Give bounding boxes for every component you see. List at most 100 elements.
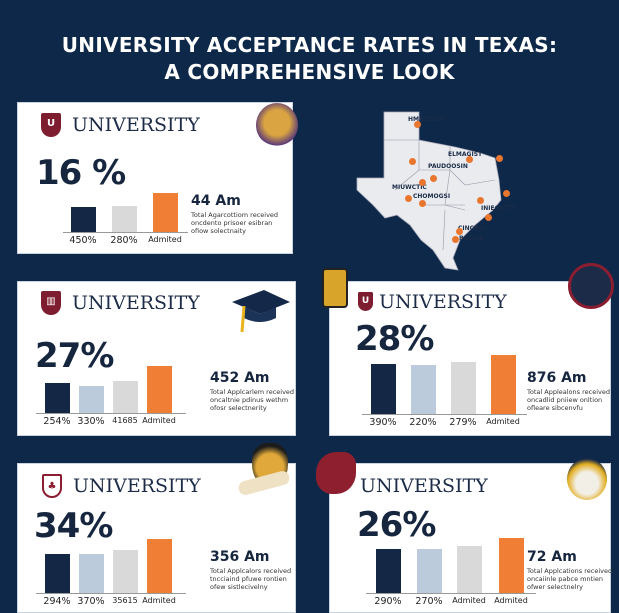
map-label: ELMAGIST <box>448 151 483 158</box>
graduation-cap-icon <box>232 290 290 333</box>
acceptance-rate: 26% <box>357 505 436 545</box>
map-label: CHOMOGSI <box>413 193 451 200</box>
description: Total Applcations received oncaiinle pabc… <box>527 567 617 591</box>
map-marker <box>405 195 412 202</box>
acceptance-rate: 16 % <box>36 153 126 193</box>
bar-3 <box>457 546 482 593</box>
bar-label: 280% <box>110 235 138 246</box>
map-marker <box>409 158 416 165</box>
desc-line: ofosr selectnerity <box>210 404 267 412</box>
bar-label: 35615 <box>112 596 138 605</box>
applications-value: 452 Am <box>210 370 270 386</box>
bar-3 <box>113 550 138 593</box>
applications-value: 876 Am <box>527 370 587 386</box>
acceptance-rate: 28% <box>355 319 434 359</box>
texas-map <box>356 111 502 271</box>
bar-label: 330% <box>77 416 105 427</box>
map-marker <box>477 197 484 204</box>
blonde-character-mascot-icon <box>567 458 607 500</box>
bar-2 <box>411 365 436 414</box>
bar-label: 254% <box>43 416 71 427</box>
university-name: UNIVERSITY <box>72 292 200 314</box>
bar-label: Admited <box>494 596 528 605</box>
chart-axis <box>36 593 186 594</box>
map-label: CINCRCI <box>458 225 486 232</box>
university-name: UNIVERSITY <box>73 475 201 497</box>
desc-line: Total Applcalors received <box>210 567 292 575</box>
map-marker <box>496 155 503 162</box>
bar-3 <box>113 381 138 413</box>
desc-line: Total Applcarlem received <box>210 388 295 396</box>
desc-line: ofwer selectnelry <box>527 583 583 591</box>
desc-line: oncaltnie pdinus wethm <box>210 396 289 404</box>
acceptance-rate: 27% <box>35 336 114 376</box>
bar-label: 390% <box>369 417 397 428</box>
desc-line: Total Applealons received <box>527 388 610 396</box>
applications-value: 72 Am <box>527 549 577 565</box>
map-label: INIEGSTTY <box>481 205 517 212</box>
bar-label: 270% <box>415 596 443 607</box>
desc-line: Total Agarcottiom received <box>191 211 279 219</box>
applications-value: 356 Am <box>210 549 270 565</box>
red-creature-mascot-icon <box>316 452 356 494</box>
bar-admitted <box>153 193 178 232</box>
chart-axis <box>36 413 186 414</box>
applications-value: 44 Am <box>191 193 241 209</box>
bar-label: 220% <box>409 417 437 428</box>
desc-line: oncaiinle pabce mntien <box>527 575 604 583</box>
description: Total Applcalors received tncciaind pfuwe… <box>210 567 300 591</box>
description: Total Applcarlem received oncaltnie pdinu… <box>210 388 300 412</box>
chart-axis <box>362 414 527 415</box>
bar-admitted <box>147 366 172 413</box>
bar-label: Admited <box>452 596 486 605</box>
bar-label: 279% <box>449 417 477 428</box>
bar-label: 41685 <box>112 416 138 425</box>
bar-label: Admited <box>486 417 520 426</box>
bar-admitted <box>499 538 524 593</box>
bar-label: Admited <box>148 235 182 244</box>
chart-axis <box>366 593 536 594</box>
university-card-3: U UNIVERSITY 28% 390% 220% 279% Admited … <box>329 281 611 436</box>
lion-mascot-icon <box>256 103 298 147</box>
map-label: HMAGDSIG <box>408 116 446 123</box>
map-marker <box>419 200 426 207</box>
bar-2 <box>79 554 104 593</box>
bar-1 <box>45 554 70 593</box>
chart-axis <box>63 232 188 233</box>
title-line-1: UNIVERSITY ACCEPTANCE RATES IN TEXAS: <box>61 33 558 57</box>
bar-label: Admited <box>142 416 176 425</box>
university-card-5: UNIVERSITY 26% 290% 270% Admited Admited… <box>329 463 612 613</box>
university-shield-logo: U <box>358 292 373 311</box>
description: Total Applealons received oncadlid pniiew… <box>527 388 617 412</box>
bar-label: Admited <box>142 596 176 605</box>
university-shield-logo: ▥ <box>41 291 61 315</box>
map-label: MIUWCTIC <box>392 184 427 191</box>
desc-line: oncdento prisoer esibran <box>191 219 273 227</box>
map-marker <box>503 190 510 197</box>
bar-label: 450% <box>69 235 97 246</box>
round-emblem-mascot-icon <box>568 263 614 309</box>
university-name: UNIVERSITY <box>360 475 488 497</box>
desc-line: ofew sistlecivelny <box>210 583 268 591</box>
bar-label: 290% <box>374 596 402 607</box>
bar-1 <box>71 207 96 232</box>
bar-admitted <box>491 355 516 414</box>
university-name: UNIVERSITY <box>379 291 507 313</box>
texas-shape <box>356 111 502 271</box>
bar-label: 370% <box>77 596 105 607</box>
desc-line: tncciaind pfuwe rontien <box>210 575 287 583</box>
map-marker <box>485 214 492 221</box>
description: Total Agarcottiom received oncdento priso… <box>191 211 281 235</box>
map-marker <box>414 121 421 128</box>
university-shield-logo: U <box>41 113 61 137</box>
map-marker <box>452 236 459 243</box>
desc-line: ofiow solectnaity <box>191 227 247 235</box>
desc-line: oncadlid pniiew onltion <box>527 396 603 404</box>
bar-2 <box>112 206 137 232</box>
map-marker <box>466 156 473 163</box>
map-marker <box>456 228 463 235</box>
desc-line: ofleare sibcenvfu <box>527 404 583 412</box>
bar-1 <box>45 383 70 413</box>
bar-3 <box>451 362 476 414</box>
bar-2 <box>417 549 442 593</box>
